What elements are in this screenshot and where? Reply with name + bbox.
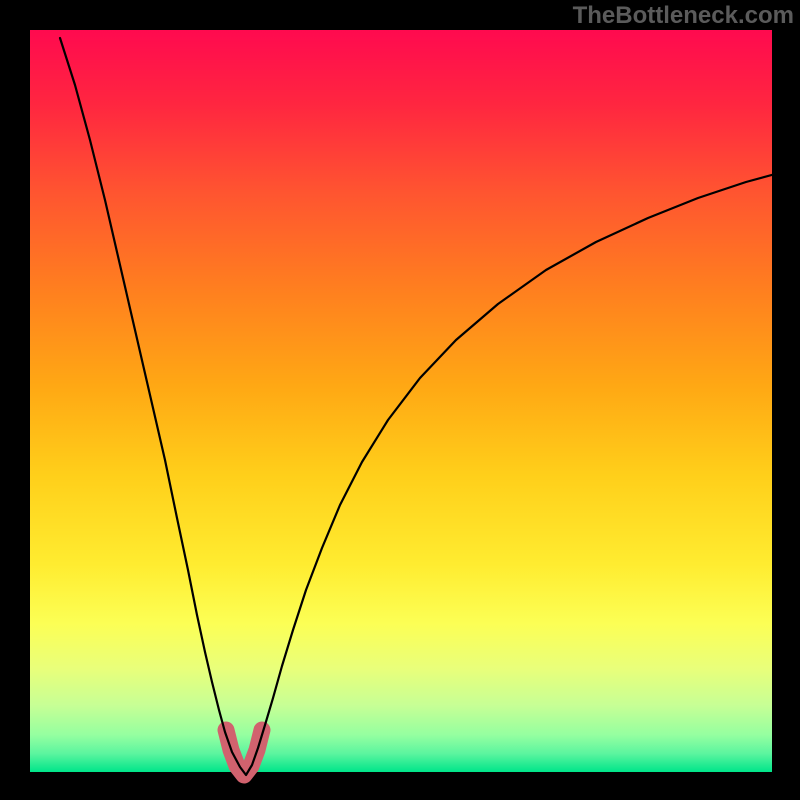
chart-stage: TheBottleneck.com <box>0 0 800 800</box>
plot-area <box>30 30 772 772</box>
bottleneck-curve <box>60 38 800 775</box>
curve-layer <box>30 30 800 800</box>
watermark-text: TheBottleneck.com <box>573 2 794 30</box>
